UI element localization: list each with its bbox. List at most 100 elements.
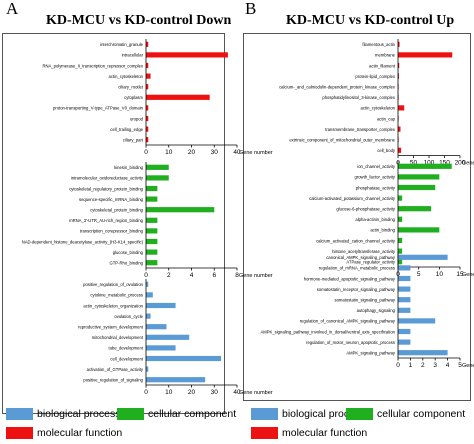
- panel-a-cellular-category-label: RNA_polymerase_II_transcription_represso…: [42, 63, 143, 68]
- panel-b-cellular-bar: [398, 126, 401, 132]
- panel-a-biological-bar: [146, 313, 151, 319]
- panel-a-molecular-bar: [146, 260, 158, 266]
- panel-a-molecular-x-tick-label: 4: [190, 272, 194, 279]
- legend-biological-process: biological process: [6, 408, 120, 420]
- panel-a-molecular-bar: [146, 175, 169, 181]
- panel-b-molecular-category-label: histone_acetyltransferase_activity: [332, 249, 396, 254]
- legend-b-swatch-biological: [251, 408, 278, 420]
- panel-a-molecular-x-tick-label: 8: [235, 272, 239, 279]
- panel-a-cellular-category-label: cytoplasm: [124, 95, 143, 100]
- panel-a-biological-category-label: cytokine_metabolic_process: [90, 293, 143, 298]
- legend-b-label-cellular: cellular component: [377, 408, 466, 420]
- panel-b-molecular-bar: [398, 237, 403, 244]
- panel-b-cellular-category-label: cell_body: [377, 148, 396, 153]
- panel-a-molecular-x-tick-label: 2: [167, 272, 171, 279]
- panel-b-biological-category-label: regulation_of_mRNA_metabolic_process: [319, 266, 395, 271]
- legend-label-cellular: cellular component: [148, 408, 237, 420]
- legend-b-label-molecular: molecular function: [282, 427, 368, 439]
- panel-b-biological-category-label: autophagy_signaling: [357, 308, 396, 313]
- panel-a-biological-category-label: positive_regulation_of_signaling: [83, 378, 143, 383]
- legend-swatch-cellular: [117, 408, 144, 420]
- panel-b-cellular-x-tick-label: 100: [424, 160, 435, 167]
- panel-a-molecular-category-label: glucose_binding: [113, 250, 144, 255]
- panel-a-cellular-bar: [146, 94, 210, 100]
- panel-b-molecular-bar: [398, 184, 436, 191]
- panel-b-molecular-x-tick-label: 10: [436, 271, 444, 278]
- panel-b-biological-x-tick-label: 5: [458, 362, 462, 369]
- panel-b-frame: [243, 33, 471, 401]
- panel-b-cellular-category-label: transmembrane_transporter_complex: [325, 127, 396, 132]
- panel-a-cellular-category-label: interchromatin_granule: [100, 42, 144, 47]
- panel-a-title: KD-MCU vs KD-control Down: [46, 13, 232, 28]
- panel-a-cellular-category-label: actin_cytoskeleton: [109, 74, 144, 79]
- panel-a-cellular-bar: [146, 115, 149, 122]
- panel-a-cellular-category-label: ciliary_part: [123, 138, 144, 143]
- panel-b-biological-bar: [398, 307, 411, 313]
- panel-a-cellular-x-tick-label: 20: [188, 149, 196, 156]
- panel-b-molecular-category-label: alpha-actinin_binding: [355, 217, 395, 222]
- panel-a-biological-category-label: cell_development: [110, 356, 143, 361]
- panel-a-molecular-category-label: intramolecular_oxidoreductase_activity: [71, 176, 144, 181]
- panel-b-molecular-bar: [398, 174, 440, 180]
- panel-b-cellular-category-label: protein-lipid_complex: [355, 74, 395, 79]
- panel-b-biological-category-label: regulation_of_motor_neuron_apoptotic_pro…: [306, 340, 395, 345]
- panel-a-molecular-category-label: GTP-Rho_binding: [109, 261, 143, 266]
- panel-b-biological-bar: [398, 265, 411, 271]
- panel-b-molecular-category-label: glucose-6-phosphatase_activity: [336, 207, 396, 212]
- panel-a-molecular-category-label: NAD-dependent_histone_deacetylase_activi…: [22, 239, 144, 244]
- panel-b-biological-x-tick-label: 1: [409, 362, 413, 369]
- panel-b-molecular-bar: [398, 206, 432, 212]
- panel-b-molecular-x-tick-label: 5: [417, 271, 421, 278]
- panel-a-cellular-category-label: ciliary_rootlet: [118, 85, 144, 90]
- panel-b-cellular-x-tick-label: 200: [455, 160, 466, 167]
- panel-b-biological-x-tick-label: 3: [433, 362, 437, 369]
- panel-b-cellular-bar: [398, 73, 399, 79]
- panel-a-cellular-category-label: uropod: [130, 116, 144, 121]
- panel-b-molecular-category-label: phosphatase_activity: [356, 185, 396, 190]
- panel-a-molecular-bar: [146, 249, 158, 255]
- panel-b-cellular-bar: [398, 41, 400, 47]
- panel-b-biological-bar: [398, 350, 448, 356]
- panel-b-molecular-category-label: ATPase_regulator_activity: [346, 260, 395, 265]
- panel-b-biological-category-label: regulation_of_canonical_AMPK_signaling_p…: [300, 319, 396, 324]
- panel-a-biological-bar: [146, 292, 153, 298]
- panel-b-biological-category-label: AMPK_signaling_pathway_involved_in_dorsa…: [260, 329, 395, 334]
- panel-a-molecular-category-label: transcription_corepressor_binding: [80, 229, 144, 234]
- panel-b-cellular-category-label: actin_cytoskeleton: [361, 106, 396, 111]
- panel-b-cellular-category-label: phosphatidylinositol_3-kinase_complex: [322, 95, 396, 100]
- panel-a-biological-bar: [146, 355, 222, 362]
- panel-a-frame: [2, 33, 225, 414]
- panel-b-biological-bar: [398, 275, 411, 282]
- panel-a-biological-bar: [146, 302, 176, 309]
- panel-b-biological-category-label: canonical_AMPK_signaling_pathway: [326, 255, 396, 260]
- panel-a-cellular-category-label: proton-transporting_V-type_ATPase_V0_dom…: [53, 106, 144, 111]
- panel-a-biological-category-label: ovulation_cycle: [114, 314, 143, 319]
- panel-a-cellular-x-tick-label: 10: [165, 149, 173, 156]
- panel-b-molecular-category-label: calcium_activated_cation_channel_activit…: [316, 238, 396, 243]
- panel-b-biological-category-label: hormone-mediated_apoptotic_signaling_pat…: [304, 276, 396, 281]
- panel-b-biological-bar: [398, 328, 411, 335]
- panel-b-molecular-bar: [398, 163, 452, 169]
- panel-b-biological-bar: [398, 318, 436, 324]
- panel-b-biological-x-tick-label: 0: [396, 362, 400, 369]
- panel-a-biological-category-label: activation_of_GTPase_activity: [87, 367, 144, 372]
- panel-a-molecular-x-axis-label: Gene number: [239, 273, 273, 279]
- panel-b-cellular-x-axis-label: Gene number: [462, 161, 474, 167]
- legend-b-label-biological: biological process: [282, 408, 366, 420]
- panel-b-biological-category-label: somatostatin_signaling_pathway: [334, 298, 395, 303]
- panel-a-molecular-bar: [146, 238, 158, 245]
- panel-b-letter: B: [245, 0, 257, 18]
- panel-a-molecular-bar: [146, 217, 158, 223]
- legend-label-molecular: molecular function: [37, 427, 123, 439]
- panel-b-molecular-bar: [398, 248, 403, 254]
- panel-b-biological-x-axis-label: Gene number: [462, 363, 474, 369]
- panel-b-biological-category-label: somatostatin_receptor_signaling_pathway: [317, 287, 396, 292]
- panel-a-cellular-bar: [146, 62, 149, 69]
- panel-a-biological-category-label: positive_regulation_of_ovulation: [83, 282, 144, 287]
- panel-a-biological-bar: [146, 334, 190, 340]
- panel-b-molecular-bar: [398, 195, 403, 201]
- panel-a-molecular-category-label: mRNA_3'-UTR_AU-rich_region_binding: [69, 218, 144, 223]
- panel-a-molecular-category-label: kinesin_binding: [114, 165, 144, 170]
- panel-a-cellular-bar: [146, 41, 149, 47]
- panel-a-biological-x-axis-label: Gene number: [239, 390, 273, 396]
